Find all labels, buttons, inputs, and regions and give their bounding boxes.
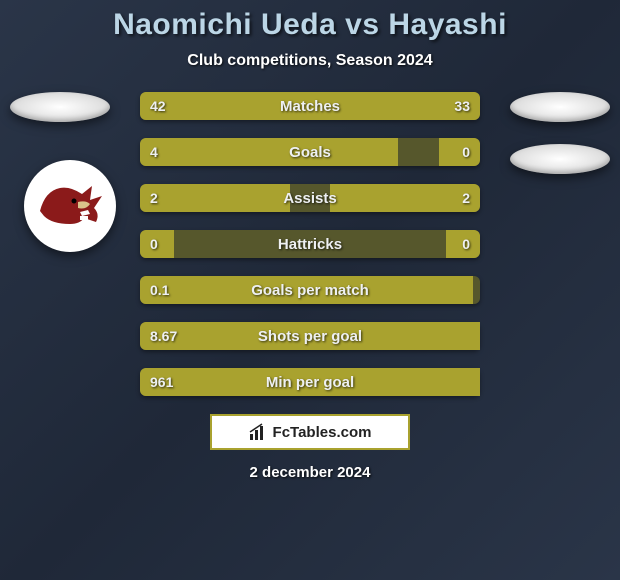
- source-label: FcTables.com: [273, 424, 372, 441]
- stat-row: Assists2 2: [140, 184, 480, 212]
- stat-value-left: 8.67: [150, 322, 177, 350]
- stat-label: Min per goal: [140, 368, 480, 396]
- stat-value-left: 42: [150, 92, 166, 120]
- stat-value-right: 33: [454, 92, 470, 120]
- stat-bars: Matches4233Goals40Assists22Hattricks00Go…: [140, 92, 480, 396]
- page-subtitle: Club competitions, Season 2024: [0, 52, 620, 70]
- stat-value-right: 0: [462, 230, 470, 258]
- stat-value-left: 4: [150, 138, 158, 166]
- stat-label: Shots per goal: [140, 322, 480, 350]
- stat-row: Shots per goal8.67: [140, 322, 480, 350]
- stat-label: Goals: [140, 138, 480, 166]
- stat-value-left: 2: [150, 184, 158, 212]
- stat-label: Hattricks: [140, 230, 480, 258]
- stat-value-left: 0: [150, 230, 158, 258]
- stat-row: Goals4 0: [140, 138, 480, 166]
- comparison-area: Matches4233Goals40Assists22Hattricks00Go…: [0, 92, 620, 396]
- stat-row: Hattricks0 0: [140, 230, 480, 258]
- stat-row: Matches42 33: [140, 92, 480, 120]
- player2-slot-secondary: [510, 144, 610, 174]
- date-label: 2 december 2024: [0, 464, 620, 481]
- stat-value-right: 0: [462, 138, 470, 166]
- team-logo: [24, 160, 116, 252]
- stat-label: Matches: [140, 92, 480, 120]
- player2-slot: [510, 92, 610, 122]
- stat-value-right: 2: [462, 184, 470, 212]
- player1-slot: [10, 92, 110, 122]
- stat-row: Min per goal961: [140, 368, 480, 396]
- page-title: Naomichi Ueda vs Hayashi: [0, 8, 620, 42]
- stat-row: Goals per match0.1: [140, 276, 480, 304]
- content-wrap: Naomichi Ueda vs Hayashi Club competitio…: [0, 0, 620, 580]
- coyote-icon: [30, 166, 110, 246]
- stat-label: Goals per match: [140, 276, 480, 304]
- source-badge[interactable]: FcTables.com: [210, 414, 410, 450]
- chart-icon: [249, 423, 267, 441]
- stat-label: Assists: [140, 184, 480, 212]
- stat-value-left: 0.1: [150, 276, 169, 304]
- stat-value-left: 961: [150, 368, 173, 396]
